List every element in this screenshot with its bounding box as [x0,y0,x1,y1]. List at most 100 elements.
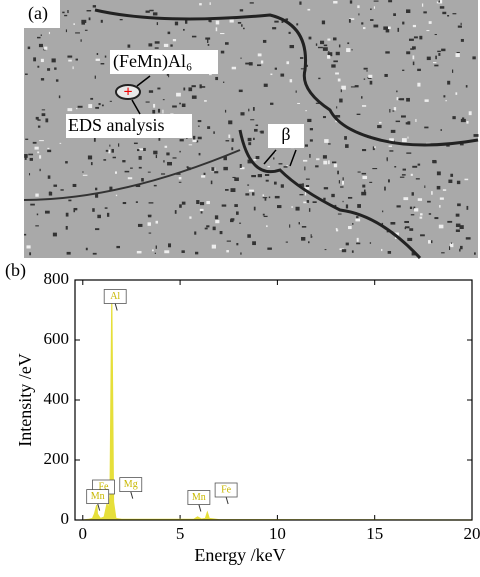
precipitate [377,125,381,128]
precipitate [249,62,253,65]
precipitate [370,81,373,85]
precipitate [35,225,39,226]
precipitate [234,204,238,207]
precipitate [213,227,216,231]
precipitate [346,243,349,246]
precipitate [47,148,49,149]
precipitate [37,66,39,68]
precipitate [231,147,233,150]
precipitate [361,22,363,24]
precipitate [207,39,208,43]
precipitate [225,42,229,45]
precipitate [137,251,142,253]
precipitate [281,184,284,187]
precipitate [341,86,346,90]
x-tick-label: 15 [366,524,383,543]
precipitate [410,48,414,49]
precipitate [358,172,361,173]
precipitate [78,106,83,108]
precipitate [413,55,415,59]
precipitate [318,78,320,79]
precipitate [82,171,83,172]
precipitate [296,23,298,25]
precipitate [105,207,108,208]
precipitate [309,154,310,158]
precipitate [405,226,410,228]
precipitate [316,43,317,45]
precipitate [469,111,472,115]
precipitate [274,182,277,185]
precipitate [432,160,436,163]
precipitate [81,39,82,41]
precipitate [204,173,206,175]
precipitate [47,150,51,152]
precipitate [437,186,441,190]
precipitate [108,150,110,154]
precipitate [443,189,446,191]
precipitate [416,178,420,179]
precipitate [200,86,205,88]
precipitate [204,100,207,102]
precipitate [355,219,360,222]
precipitate [434,217,438,219]
precipitate [89,17,91,20]
precipitate [39,44,43,47]
annotation: β [281,124,290,144]
precipitate [201,175,205,177]
precipitate [26,245,30,248]
precipitate [328,143,331,144]
precipitate [431,191,433,195]
precipitate [66,213,69,217]
precipitate [180,139,184,141]
precipitate [149,202,154,203]
precipitate [361,96,362,98]
precipitate [118,143,119,146]
precipitate [238,22,241,24]
precipitate [440,197,444,199]
precipitate [53,233,57,237]
precipitate [92,208,95,212]
precipitate [254,159,257,160]
precipitate [228,120,232,124]
precipitate [357,5,359,8]
precipitate [45,118,48,122]
precipitate [419,36,422,40]
precipitate [417,83,420,87]
precipitate [182,202,186,205]
precipitate [355,85,359,87]
precipitate [206,201,210,204]
precipitate [216,21,219,25]
precipitate [284,166,288,167]
precipitate [258,174,262,177]
precipitate [344,136,347,140]
precipitate [435,34,437,35]
precipitate [400,177,404,178]
precipitate [188,87,192,91]
precipitate [472,56,475,59]
precipitate [91,162,93,165]
precipitate [438,53,440,56]
precipitate [76,108,77,109]
precipitate [175,210,177,214]
precipitate [272,27,276,29]
peak-label: Mg [124,479,138,490]
precipitate [406,51,410,54]
precipitate [336,106,337,108]
precipitate [44,47,47,50]
precipitate [388,179,390,182]
page: (a) + (FeMn)Al₆ EDS analysis β (b) Energ… [0,0,480,577]
precipitate [351,86,355,87]
precipitate [45,211,50,214]
precipitate [305,192,306,195]
precipitate [73,23,75,25]
precipitate [162,110,163,114]
precipitate [183,88,185,91]
precipitate [248,109,249,112]
precipitate [128,44,131,47]
precipitate [231,188,236,192]
precipitate [290,45,295,48]
precipitate [447,221,452,223]
precipitate [296,90,297,92]
label-pointer [131,492,133,499]
precipitate [437,171,441,175]
